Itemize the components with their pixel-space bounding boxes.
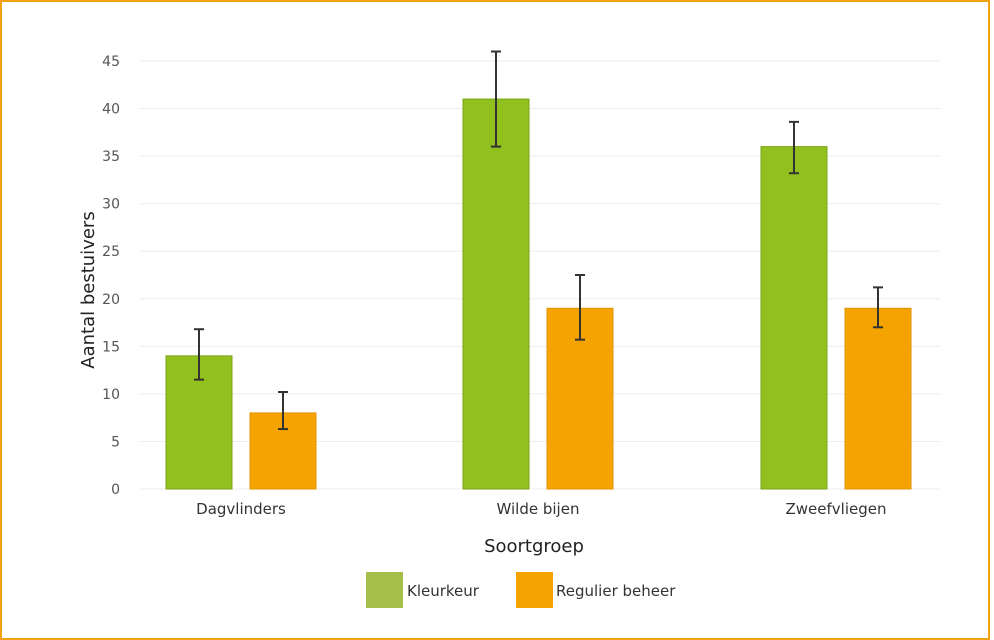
legend-swatch: [516, 572, 553, 608]
y-axis-ticks: 0 5 10 15 20 25 30 35 40 45: [102, 54, 120, 498]
legend-label: Kleurkeur: [407, 582, 480, 600]
legend: Kleurkeur Regulier beheer: [366, 572, 676, 608]
y-tick-label: 0: [111, 482, 120, 498]
x-tick-label: Dagvlinders: [196, 500, 286, 518]
y-tick-label: 5: [111, 434, 120, 450]
y-tick-label: 10: [102, 387, 120, 403]
legend-label: Regulier beheer: [556, 582, 676, 600]
bar-regulier-0: [249, 412, 317, 490]
y-tick-label: 30: [102, 197, 120, 213]
x-tick-label: Zweefvliegen: [786, 500, 887, 518]
bar-regulier-2: [844, 307, 912, 490]
bar-kleurkeur-1: [462, 98, 530, 490]
bars: [165, 98, 912, 490]
y-tick-label: 20: [102, 292, 120, 308]
y-tick-label: 15: [102, 339, 120, 355]
y-axis-label: Aantal bestuivers: [78, 211, 99, 368]
error-bars: [194, 50, 883, 431]
y-tick-label: 45: [102, 54, 120, 70]
y-tick-label: 40: [102, 102, 120, 118]
x-axis-ticks: Dagvlinders Wilde bijen Zweefvliegen: [196, 500, 886, 518]
x-tick-label: Wilde bijen: [497, 500, 580, 518]
y-tick-label: 25: [102, 244, 120, 260]
bar-kleurkeur-2: [760, 146, 828, 490]
y-tick-label: 35: [102, 149, 120, 165]
legend-swatch: [366, 572, 403, 608]
x-axis-label: Soortgroep: [484, 536, 584, 557]
